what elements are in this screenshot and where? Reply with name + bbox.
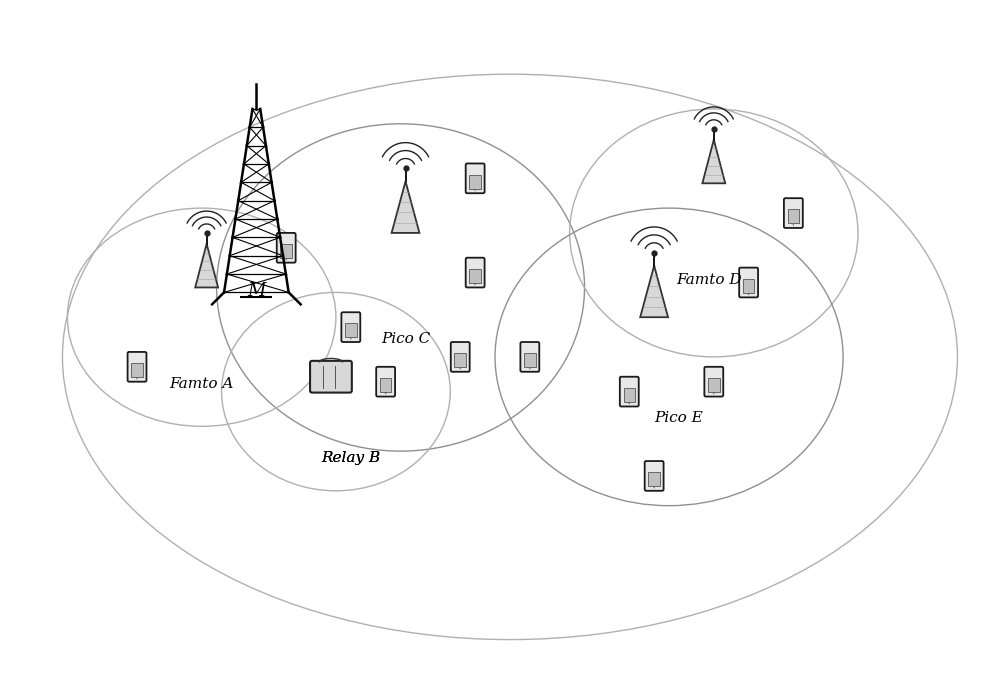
- FancyBboxPatch shape: [743, 279, 754, 293]
- FancyBboxPatch shape: [466, 258, 485, 287]
- FancyBboxPatch shape: [648, 472, 660, 486]
- Text: Famto D: Famto D: [676, 273, 742, 286]
- FancyBboxPatch shape: [131, 363, 143, 377]
- Polygon shape: [392, 181, 419, 233]
- Circle shape: [529, 368, 531, 370]
- Circle shape: [460, 368, 461, 370]
- FancyBboxPatch shape: [469, 269, 481, 283]
- FancyBboxPatch shape: [345, 324, 357, 337]
- FancyBboxPatch shape: [784, 198, 803, 228]
- Text: Pico C: Pico C: [381, 332, 430, 346]
- Polygon shape: [702, 139, 725, 183]
- Text: Famto A: Famto A: [169, 376, 234, 391]
- FancyBboxPatch shape: [376, 367, 395, 396]
- FancyBboxPatch shape: [280, 244, 292, 258]
- Text: Relay B: Relay B: [321, 451, 380, 465]
- Circle shape: [474, 284, 476, 285]
- FancyBboxPatch shape: [277, 233, 296, 262]
- FancyBboxPatch shape: [469, 174, 481, 188]
- Circle shape: [474, 190, 476, 191]
- FancyBboxPatch shape: [380, 378, 391, 392]
- FancyBboxPatch shape: [310, 361, 352, 392]
- Circle shape: [350, 338, 352, 339]
- FancyBboxPatch shape: [708, 378, 720, 392]
- Circle shape: [286, 259, 287, 260]
- Circle shape: [748, 293, 749, 295]
- FancyBboxPatch shape: [341, 313, 360, 342]
- FancyBboxPatch shape: [451, 342, 470, 372]
- Circle shape: [385, 393, 386, 394]
- FancyBboxPatch shape: [739, 268, 758, 297]
- Circle shape: [629, 403, 630, 404]
- FancyBboxPatch shape: [645, 461, 664, 491]
- FancyBboxPatch shape: [524, 353, 536, 367]
- Polygon shape: [195, 244, 218, 287]
- Text: Pico E: Pico E: [655, 412, 703, 425]
- FancyBboxPatch shape: [788, 210, 799, 223]
- Polygon shape: [640, 266, 668, 317]
- Circle shape: [136, 378, 138, 379]
- Circle shape: [653, 487, 655, 488]
- Circle shape: [793, 224, 794, 225]
- FancyBboxPatch shape: [454, 353, 466, 367]
- Text: M: M: [247, 282, 266, 300]
- FancyBboxPatch shape: [620, 376, 639, 407]
- Text: Relay B: Relay B: [321, 451, 380, 465]
- Circle shape: [713, 393, 714, 394]
- FancyBboxPatch shape: [624, 388, 635, 402]
- FancyBboxPatch shape: [128, 352, 146, 382]
- FancyBboxPatch shape: [466, 164, 485, 193]
- FancyBboxPatch shape: [520, 342, 539, 372]
- FancyBboxPatch shape: [704, 367, 723, 396]
